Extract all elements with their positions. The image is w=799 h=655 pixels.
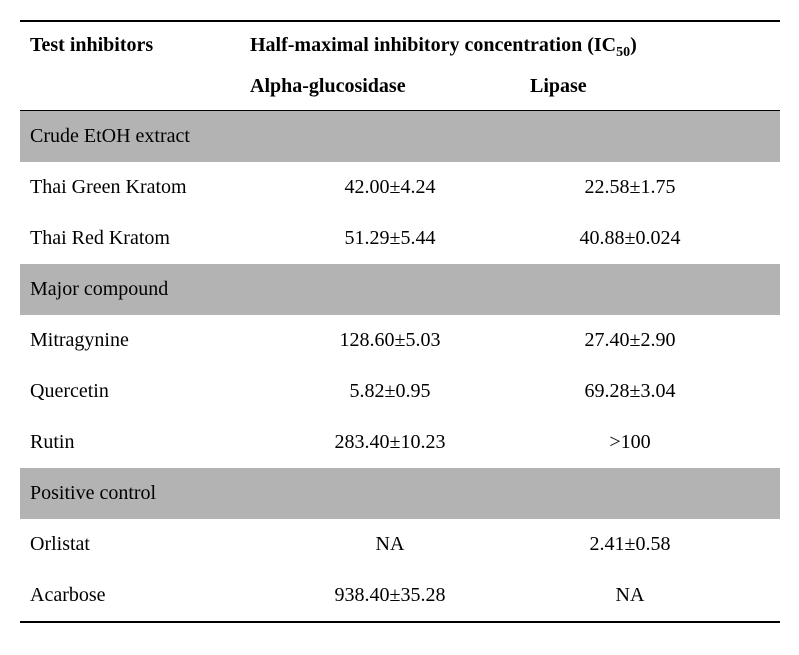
header-test-inhibitors: Test inhibitors bbox=[30, 34, 250, 61]
row-alpha-value: 128.60±5.03 bbox=[250, 329, 530, 352]
row-alpha-value: 938.40±35.28 bbox=[250, 584, 530, 607]
section-header: Major compound bbox=[20, 264, 780, 315]
row-name: Orlistat bbox=[30, 533, 250, 556]
table-row: Rutin283.40±10.23>100 bbox=[20, 417, 780, 468]
table-row: Quercetin5.82±0.9569.28±3.04 bbox=[20, 366, 780, 417]
header-ic50-text: Half-maximal inhibitory concentration (I… bbox=[250, 34, 616, 56]
subheader-alpha: Alpha-glucosidase bbox=[250, 75, 530, 98]
row-alpha-value: 5.82±0.95 bbox=[250, 380, 530, 403]
table-row: Mitragynine128.60±5.0327.40±2.90 bbox=[20, 315, 780, 366]
table-row: OrlistatNA2.41±0.58 bbox=[20, 519, 780, 570]
row-name: Quercetin bbox=[30, 380, 250, 403]
section-header: Crude EtOH extract bbox=[20, 111, 780, 162]
row-lipase-value: 40.88±0.024 bbox=[530, 227, 770, 250]
ic50-table: Test inhibitors Half-maximal inhibitory … bbox=[20, 20, 780, 623]
row-lipase-value: 69.28±3.04 bbox=[530, 380, 770, 403]
row-name: Thai Green Kratom bbox=[30, 176, 250, 199]
header-row: Test inhibitors Half-maximal inhibitory … bbox=[20, 22, 780, 69]
row-name: Mitragynine bbox=[30, 329, 250, 352]
row-lipase-value: 22.58±1.75 bbox=[530, 176, 770, 199]
row-name: Acarbose bbox=[30, 584, 250, 607]
header-ic50-close: ) bbox=[630, 34, 637, 56]
row-alpha-value: 51.29±5.44 bbox=[250, 227, 530, 250]
row-name: Thai Red Kratom bbox=[30, 227, 250, 250]
row-lipase-value: 27.40±2.90 bbox=[530, 329, 770, 352]
row-alpha-value: 283.40±10.23 bbox=[250, 431, 530, 454]
table-row: Thai Green Kratom42.00±4.2422.58±1.75 bbox=[20, 162, 780, 213]
subheader-row: Alpha-glucosidase Lipase bbox=[20, 69, 780, 111]
row-alpha-value: 42.00±4.24 bbox=[250, 176, 530, 199]
subheader-lipase: Lipase bbox=[530, 75, 770, 98]
row-lipase-value: >100 bbox=[530, 431, 770, 454]
header-ic50: Half-maximal inhibitory concentration (I… bbox=[250, 34, 770, 61]
sections-container: Crude EtOH extractThai Green Kratom42.00… bbox=[20, 111, 780, 621]
section-header: Positive control bbox=[20, 468, 780, 519]
header-ic50-sub: 50 bbox=[616, 45, 630, 60]
row-lipase-value: 2.41±0.58 bbox=[530, 533, 770, 556]
row-name: Rutin bbox=[30, 431, 250, 454]
table-row: Acarbose938.40±35.28NA bbox=[20, 570, 780, 621]
table-row: Thai Red Kratom51.29±5.4440.88±0.024 bbox=[20, 213, 780, 264]
row-lipase-value: NA bbox=[530, 584, 770, 607]
row-alpha-value: NA bbox=[250, 533, 530, 556]
subheader-spacer bbox=[30, 75, 250, 98]
